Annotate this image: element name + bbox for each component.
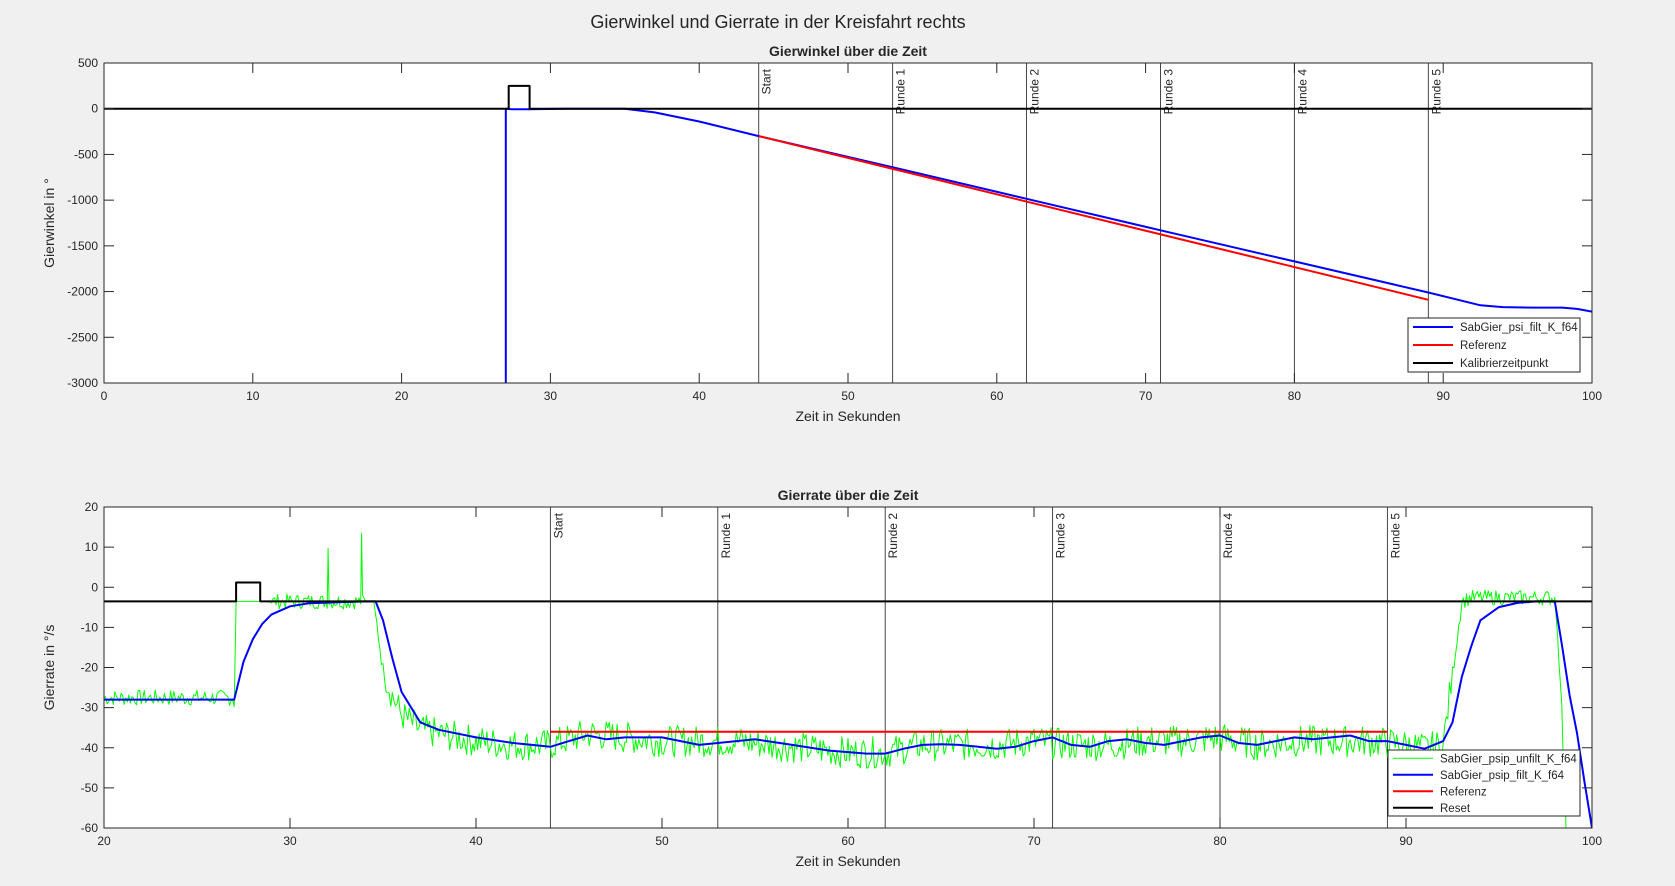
x-tick-label: 0	[101, 389, 108, 403]
chart-1: Gierwinkel über die Zeit Start Runde 1 Rund…	[41, 43, 1602, 424]
marker-label: Runde 2	[1028, 69, 1042, 115]
x-tick-label: 30	[283, 834, 297, 848]
chart-2: Gierrate über die Zeit Start Runde 1 Runde …	[41, 487, 1602, 869]
x-tick-label: 90	[1399, 834, 1413, 848]
y-tick-label: -500	[74, 147, 98, 161]
marker-label: Runde 3	[1161, 69, 1175, 115]
legend-box	[1387, 749, 1581, 817]
y-tick-label: 500	[78, 56, 98, 70]
x-axis-label: Zeit in Sekunden	[795, 853, 900, 869]
y-tick-label: 20	[85, 500, 99, 514]
y-tick-label: -30	[81, 701, 99, 715]
x-tick-label: 10	[246, 389, 260, 403]
y-tick-label: -1000	[67, 193, 98, 207]
marker-label: Start	[551, 512, 565, 538]
y-tick-label: -50	[81, 781, 99, 795]
legend-label: Referenz	[1440, 786, 1487, 798]
marker-label: Runde 4	[1221, 513, 1235, 559]
y-tick-label: 0	[91, 102, 98, 116]
y-tick-label: -2500	[67, 330, 98, 344]
legend-label: Reset	[1440, 803, 1471, 815]
series-line-2	[758, 135, 1429, 301]
legend-label: Referenz	[1460, 340, 1507, 352]
x-tick-label: 80	[1288, 389, 1302, 403]
y-axis-label: Gierrate in °/s	[41, 625, 57, 711]
legend: SabGier_psip_unfilt_K_f64 SabGier_psip_fi…	[1387, 749, 1581, 817]
x-tick-label: 50	[841, 389, 855, 403]
x-tick-label: 70	[1139, 389, 1153, 403]
marker-label: Runde 4	[1295, 69, 1309, 115]
x-tick-label: 20	[97, 834, 111, 848]
x-axis-label: Zeit in Sekunden	[795, 408, 900, 424]
x-tick-label: 40	[693, 389, 707, 403]
chart-title: Gierwinkel über die Zeit	[769, 43, 927, 59]
legend: SabGier_psi_filt_K_f64 Referenz Kalibrierz…	[1407, 317, 1581, 373]
series-group	[104, 532, 1592, 828]
marker-label: Runde 1	[894, 69, 908, 115]
legend-label: Kalibrierzeitpunkt	[1460, 358, 1549, 370]
y-axis-label: Gierwinkel in °	[41, 178, 57, 268]
plot-area	[104, 507, 1592, 828]
x-tick-label: 100	[1582, 834, 1602, 848]
x-tick-label: 90	[1437, 389, 1451, 403]
y-tick-label: -10	[81, 620, 99, 634]
legend-label: SabGier_psip_filt_K_f64	[1440, 770, 1565, 782]
series-group	[104, 84, 1592, 383]
series-line-2	[104, 600, 1592, 828]
series-line-3	[104, 84, 1592, 110]
marker-label: Runde 3	[1054, 513, 1068, 559]
x-tick-label: 20	[395, 389, 409, 403]
marker-label: Runde 5	[1429, 69, 1443, 115]
x-tick-label: 80	[1213, 834, 1227, 848]
y-tick-label: -1500	[67, 239, 98, 253]
marker-label: Runde 5	[1388, 513, 1402, 559]
legend-label: SabGier_psip_unfilt_K_f64	[1440, 753, 1577, 765]
y-tick-label: -60	[81, 821, 99, 835]
plot-area	[104, 63, 1592, 383]
marker-label: Start	[760, 68, 774, 94]
figure-title: Gierwinkel und Gierrate in der Kreisfahr…	[590, 12, 965, 32]
y-tick-label: 10	[85, 540, 99, 554]
x-tick-label: 50	[655, 834, 669, 848]
marker-label: Runde 2	[886, 513, 900, 559]
x-tick-label: 30	[544, 389, 558, 403]
marker-label: Runde 1	[719, 513, 733, 559]
y-tick-label: -3000	[67, 376, 98, 390]
y-tick-label: 0	[91, 580, 98, 594]
x-tick-label: 40	[469, 834, 483, 848]
y-tick-label: -20	[81, 661, 99, 675]
x-tick-label: 60	[841, 834, 855, 848]
x-tick-label: 70	[1027, 834, 1041, 848]
y-tick-label: -40	[81, 741, 99, 755]
y-tick-label: -2000	[67, 285, 98, 299]
legend-label: SabGier_psi_filt_K_f64	[1460, 322, 1578, 334]
chart-title: Gierrate über die Zeit	[778, 487, 919, 503]
x-tick-label: 60	[990, 389, 1004, 403]
x-tick-label: 100	[1582, 389, 1602, 403]
series-line-4	[104, 581, 1592, 603]
